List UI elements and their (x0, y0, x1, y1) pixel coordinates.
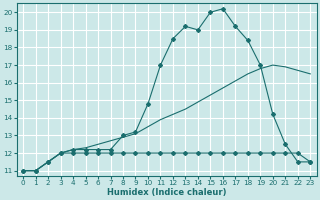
X-axis label: Humidex (Indice chaleur): Humidex (Indice chaleur) (107, 188, 227, 197)
